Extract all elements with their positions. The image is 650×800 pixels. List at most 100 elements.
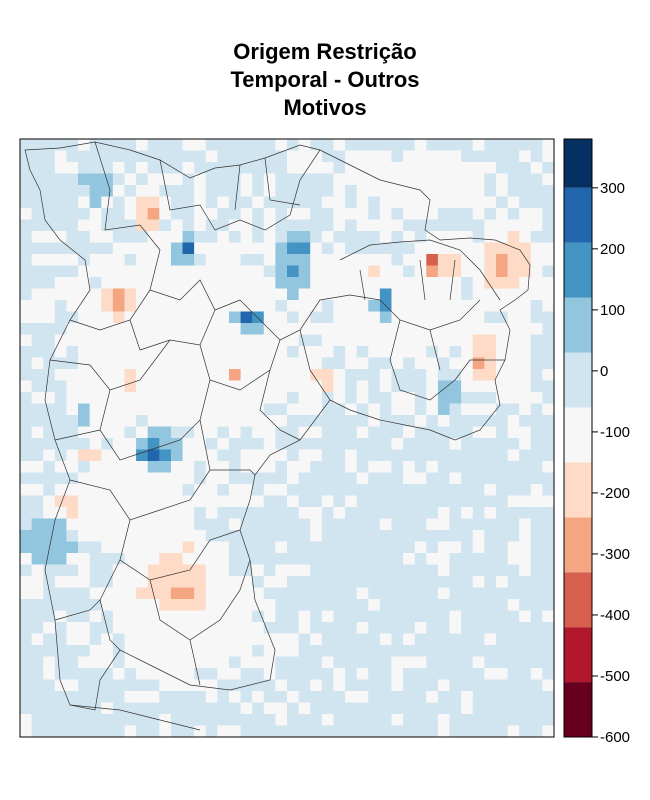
heatmap-cell (228, 461, 242, 474)
heatmap-cell (461, 196, 474, 209)
heatmap-cell (182, 380, 195, 393)
heatmap-cell (194, 587, 207, 600)
heatmap-cell (43, 139, 56, 152)
heatmap-cell (368, 622, 381, 635)
heatmap-cell (484, 472, 497, 485)
heatmap-cell (414, 346, 427, 359)
heatmap-cell (379, 691, 393, 704)
heatmap-cell (194, 610, 207, 623)
heatmap-cell (101, 196, 114, 209)
heatmap-cell (426, 507, 439, 520)
heatmap-cell (147, 725, 160, 737)
heatmap-cell (426, 633, 439, 646)
heatmap-cell (345, 622, 358, 635)
heatmap-cell (461, 231, 474, 244)
heatmap-cell (228, 438, 242, 451)
heatmap-cell (217, 725, 230, 737)
heatmap-cell (228, 576, 242, 589)
heatmap-cell (159, 162, 172, 175)
heatmap-cell (43, 645, 56, 658)
heatmap-cell (368, 150, 381, 163)
heatmap-cell (287, 449, 300, 462)
heatmap-cell (345, 564, 358, 577)
heatmap-cell (356, 254, 369, 267)
heatmap-cell (124, 668, 137, 681)
heatmap-cell (542, 357, 554, 370)
heatmap-cell (461, 495, 474, 508)
heatmap-cell (426, 265, 439, 278)
heatmap-cell (112, 162, 126, 175)
heatmap-cell (147, 564, 160, 577)
heatmap-cell (194, 196, 207, 209)
heatmap-cell (414, 242, 427, 255)
heatmap-cell (472, 633, 485, 646)
heatmap-cell (182, 403, 195, 416)
heatmap-cell (43, 472, 56, 485)
heatmap-cell (217, 403, 230, 416)
heatmap-cell (20, 599, 33, 612)
heatmap-cell (159, 553, 172, 566)
heatmap-cell (379, 162, 393, 175)
heatmap-cell (321, 323, 335, 336)
heatmap-cell (403, 438, 416, 451)
heatmap-cell (101, 185, 114, 198)
heatmap-cell (170, 334, 184, 347)
heatmap-cell (437, 334, 451, 347)
heatmap-cell (252, 277, 265, 290)
heatmap-cell (345, 587, 358, 600)
heatmap-cell (20, 679, 33, 692)
heatmap-cell (426, 541, 439, 554)
heatmap-cell (368, 300, 381, 313)
heatmap-cell (495, 576, 509, 589)
heatmap-cell (217, 369, 230, 382)
heatmap-cell (159, 461, 172, 474)
heatmap-cell (287, 162, 300, 175)
heatmap-cell (461, 219, 474, 232)
heatmap-cell (414, 622, 427, 635)
heatmap-cell (368, 208, 381, 221)
heatmap-cell (147, 714, 160, 727)
heatmap-cell (542, 622, 554, 635)
heatmap-cell (530, 392, 543, 405)
heatmap-cell (495, 645, 509, 658)
heatmap-cell (101, 668, 114, 681)
heatmap-cell (20, 484, 33, 497)
heatmap-cell (333, 254, 346, 267)
heatmap-cell (170, 633, 184, 646)
heatmap-cell (275, 346, 288, 359)
heatmap-cell (263, 668, 276, 681)
heatmap-cell (321, 403, 335, 416)
heatmap-cell (298, 380, 311, 393)
heatmap-cell (43, 438, 56, 451)
heatmap-cell (321, 691, 335, 704)
heatmap-cell (403, 403, 416, 416)
heatmap-cell (89, 150, 102, 163)
heatmap-cell (472, 196, 485, 209)
heatmap-cell (89, 415, 102, 428)
heatmap-cell (530, 656, 543, 669)
heatmap-cell (240, 173, 253, 186)
heatmap-cell (182, 392, 195, 405)
heatmap-cell (368, 139, 381, 152)
heatmap-cell (263, 645, 276, 658)
heatmap-cell (20, 691, 33, 704)
heatmap-cell (194, 403, 207, 416)
heatmap-cell (31, 610, 44, 623)
heatmap-cell (484, 553, 497, 566)
heatmap-cell (54, 530, 68, 543)
heatmap-cell (20, 139, 33, 152)
heatmap-cell (484, 139, 497, 152)
heatmap-cell (159, 346, 172, 359)
heatmap-cell (124, 185, 137, 198)
heatmap-cell (426, 254, 439, 267)
heatmap-cell (275, 587, 288, 600)
heatmap-cell (414, 196, 427, 209)
heatmap-cell (414, 265, 427, 278)
heatmap-cell (275, 610, 288, 623)
heatmap-cell (136, 449, 149, 462)
heatmap-cell (20, 714, 33, 727)
heatmap-cell (228, 622, 242, 635)
heatmap-cell (519, 300, 532, 313)
heatmap-cell (124, 553, 137, 566)
heatmap-cell (78, 702, 91, 715)
